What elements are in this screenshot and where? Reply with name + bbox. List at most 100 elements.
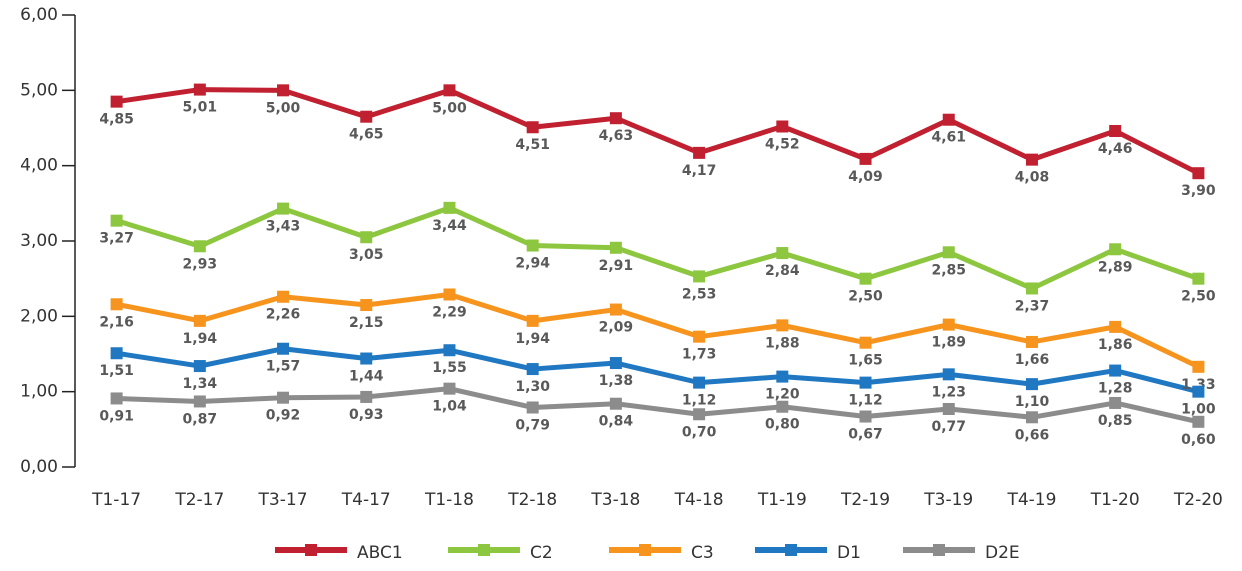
value-label: 1,51 — [99, 363, 134, 379]
x-tick-label: T2-19 — [840, 490, 890, 510]
point-marker — [776, 319, 789, 332]
value-label: 3,90 — [1181, 183, 1216, 199]
value-label: 3,43 — [266, 219, 301, 235]
value-label: 2,15 — [349, 315, 384, 331]
point-marker — [859, 376, 872, 389]
value-label: 2,91 — [599, 258, 634, 274]
value-label: 0,70 — [682, 424, 717, 440]
value-label: 0,60 — [1181, 432, 1216, 448]
point-marker — [277, 342, 290, 355]
value-label: 0,66 — [1015, 427, 1050, 443]
value-label: 2,50 — [1181, 289, 1216, 305]
point-marker — [1192, 360, 1205, 373]
value-label: 2,94 — [515, 256, 550, 272]
value-label: 2,85 — [931, 262, 966, 278]
legend-marker — [478, 544, 490, 556]
value-label: 4,09 — [848, 169, 883, 185]
value-label: 1,73 — [682, 347, 717, 363]
y-tick-label: 2,00 — [20, 306, 58, 326]
value-label: 2,84 — [765, 263, 800, 279]
x-tick-label: T4-19 — [1006, 490, 1056, 510]
point-marker — [360, 299, 373, 312]
x-tick-label: T1-17 — [91, 490, 141, 510]
value-label: 1,10 — [1015, 394, 1050, 410]
point-marker — [193, 83, 206, 96]
value-label: 1,28 — [1098, 381, 1133, 397]
point-marker — [277, 391, 290, 404]
value-label: 1,66 — [1015, 352, 1050, 368]
value-label: 0,92 — [266, 408, 301, 424]
x-tick-label: T2-20 — [1173, 490, 1223, 510]
x-tick-label: T1-18 — [424, 490, 474, 510]
value-label: 3,05 — [349, 247, 384, 263]
legend-marker — [305, 544, 317, 556]
x-tick-label: T3-19 — [923, 490, 973, 510]
point-marker — [609, 303, 622, 316]
series-line — [116, 386, 1199, 425]
value-label: 3,27 — [99, 231, 134, 247]
x-tick-label: T4-17 — [341, 490, 391, 510]
value-label: 2,93 — [183, 256, 218, 272]
value-label: 1,88 — [765, 335, 800, 351]
point-marker — [942, 246, 955, 259]
value-label: 5,00 — [432, 100, 467, 116]
legend-label: ABC1 — [357, 543, 403, 563]
value-label: 4,46 — [1098, 141, 1133, 157]
point-marker — [277, 84, 290, 97]
point-marker — [609, 112, 622, 125]
point-marker — [693, 376, 706, 389]
point-marker — [110, 347, 123, 360]
point-marker — [360, 390, 373, 403]
point-marker — [1109, 125, 1122, 138]
legend-label: D2E — [985, 543, 1020, 563]
x-tick-label: T2-18 — [507, 490, 557, 510]
y-tick-label: 1,00 — [20, 382, 58, 402]
value-label: 1,55 — [432, 360, 467, 376]
legend-label: D1 — [837, 543, 861, 563]
point-marker — [1109, 243, 1122, 256]
y-tick-label: 4,00 — [20, 156, 58, 176]
y-tick-label: 0,00 — [20, 457, 58, 477]
y-tick-label: 3,00 — [20, 231, 58, 251]
value-label: 5,01 — [183, 100, 218, 116]
point-marker — [360, 352, 373, 365]
value-label: 2,29 — [432, 304, 467, 320]
point-marker — [776, 400, 789, 413]
value-label: 1,23 — [931, 384, 966, 400]
x-tick-label: T1-19 — [757, 490, 807, 510]
value-label: 1,94 — [515, 331, 550, 347]
point-marker — [1192, 415, 1205, 428]
point-marker — [1192, 272, 1205, 285]
point-marker — [609, 357, 622, 370]
point-marker — [1192, 385, 1205, 398]
value-label: 5,00 — [266, 100, 301, 116]
point-marker — [942, 318, 955, 331]
value-label: 1,44 — [349, 369, 384, 385]
point-marker — [110, 214, 123, 227]
point-marker — [443, 344, 456, 357]
point-marker — [110, 298, 123, 311]
value-label: 1,94 — [183, 331, 218, 347]
value-label: 1,33 — [1181, 377, 1216, 393]
point-marker — [1025, 335, 1038, 348]
x-tick-label: T3-17 — [258, 490, 308, 510]
point-marker — [110, 392, 123, 405]
value-label: 1,57 — [266, 359, 301, 375]
value-label: 1,20 — [765, 387, 800, 403]
value-label: 4,52 — [765, 136, 800, 152]
value-label: 2,16 — [99, 314, 134, 330]
point-marker — [526, 401, 539, 414]
point-marker — [859, 336, 872, 349]
value-label: 0,87 — [183, 411, 218, 427]
value-label: 0,85 — [1098, 413, 1133, 429]
value-label: 1,12 — [848, 393, 883, 409]
point-marker — [859, 410, 872, 423]
point-marker — [277, 290, 290, 303]
point-marker — [693, 408, 706, 421]
x-tick-label: T1-20 — [1090, 490, 1140, 510]
point-marker — [942, 368, 955, 381]
point-marker — [942, 402, 955, 415]
point-marker — [942, 113, 955, 126]
point-marker — [193, 395, 206, 408]
